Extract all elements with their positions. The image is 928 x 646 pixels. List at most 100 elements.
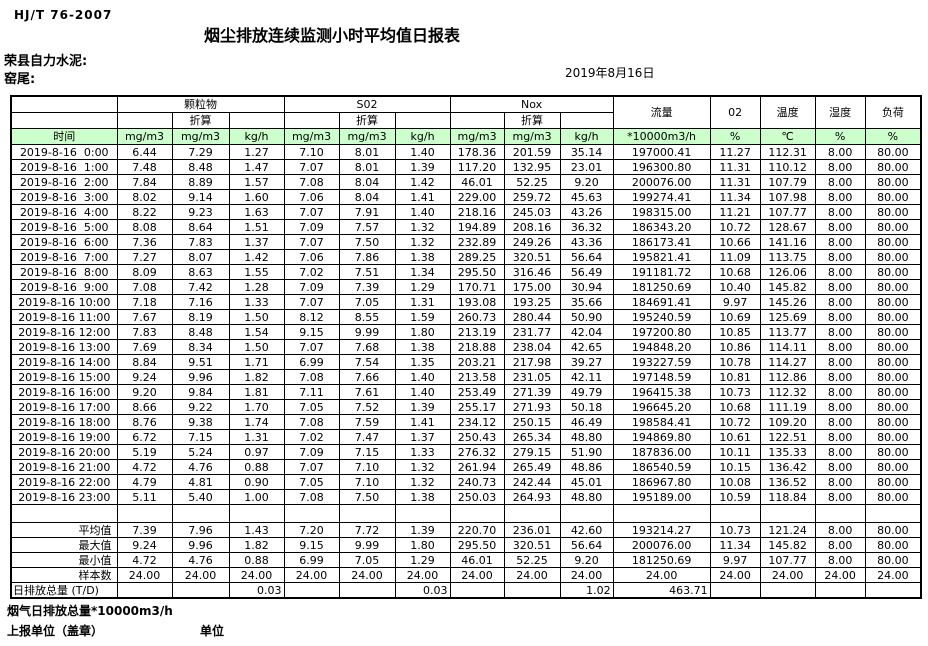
cell-value: 10.73	[709, 522, 761, 538]
cell-value: 24.00	[449, 567, 505, 583]
cell-value: 1.41	[394, 414, 451, 430]
summary-label: 最大值	[10, 537, 118, 553]
cell-value: 7.07	[283, 459, 340, 475]
cell-value: 295.50	[449, 537, 505, 553]
cell-value: 1.60	[228, 189, 285, 205]
table-row: 2019-8-16 21:00 4.72 4.76 0.88 7.07 7.10 1.32 2…	[10, 459, 922, 475]
cell-value: 1.71	[228, 354, 285, 370]
cell-value: 7.05	[338, 552, 396, 568]
cell-value: 7.47	[338, 429, 396, 445]
cell-value: 51.90	[559, 444, 614, 460]
cell-time: 2019-8-16 7:00	[10, 249, 118, 265]
cell-value: 1.47	[228, 159, 285, 175]
cell-value: 1.82	[228, 537, 285, 553]
flue-gas-total-note: 烟气日排放总量*10000m3/h	[7, 604, 173, 618]
cell-value: 7.54	[338, 354, 396, 370]
cell-value: 42.04	[559, 324, 614, 340]
cell-value: 50.90	[559, 309, 614, 325]
cell-value: 110.12	[759, 159, 816, 175]
cell-value: 4.72	[116, 459, 173, 475]
cell-value: 1.38	[394, 339, 451, 355]
cell-value: 208.16	[503, 219, 561, 235]
cell-value: 9.24	[116, 369, 173, 385]
cell-value: 10.85	[709, 324, 761, 340]
blank-cell	[559, 504, 614, 523]
cell-value: 213.58	[449, 369, 505, 385]
summary-row: 样本数 24.00 24.00 24.00 24.00 24.00 24.00 24.00 24…	[10, 567, 922, 583]
cell-value: 249.26	[503, 234, 561, 250]
cell-value: 8.00	[814, 489, 866, 505]
cell-value: 7.51	[338, 264, 396, 280]
cell-value: 132.95	[503, 159, 561, 175]
cell-value: 1.59	[394, 309, 451, 325]
cell-value: 136.42	[759, 459, 816, 475]
cell-value: 114.11	[759, 339, 816, 355]
cell-value: 7.18	[116, 294, 173, 310]
blank-cell	[814, 504, 866, 523]
cell-value: 199274.41	[612, 189, 711, 205]
cell-time: 2019-8-16 9:00	[10, 279, 118, 295]
cell-time: 2019-8-16 3:00	[10, 189, 118, 205]
blank-cell	[116, 112, 173, 129]
cell-value: 8.00	[814, 324, 866, 340]
unit-temp: ℃	[759, 128, 816, 145]
table-row: 2019-8-16 8:00 8.09 8.63 1.55 7.02 7.51 1.34 29…	[10, 264, 922, 280]
cell-value: 8.00	[814, 249, 866, 265]
cell-value: 8.00	[814, 159, 866, 175]
cell-value: 80.00	[864, 474, 922, 490]
cell-value: 193214.27	[612, 522, 711, 538]
report-table: 颗粒物 S02 Nox 流量 02 温度 湿度 负荷 折算 折算 折算 时间 m…	[10, 95, 923, 599]
cell-value: 8.48	[171, 324, 230, 340]
cell-value: 145.82	[759, 537, 816, 553]
cell-value: 7.10	[283, 144, 340, 160]
blank-cell	[10, 112, 118, 129]
cell-value: 24.00	[283, 567, 340, 583]
cell-value: 261.94	[449, 459, 505, 475]
cell-value: 80.00	[864, 204, 922, 220]
blank-cell	[228, 504, 285, 523]
cell-value: 8.00	[814, 414, 866, 430]
cell-value: 80.00	[864, 522, 922, 538]
cell-value: 113.77	[759, 324, 816, 340]
cell-value: 10.69	[709, 309, 761, 325]
cell-value: 186343.20	[612, 219, 711, 235]
cell-value: 112.31	[759, 144, 816, 160]
unit-kgh: kg/h	[228, 128, 285, 145]
cell-value: 320.51	[503, 537, 561, 553]
cell-value: 196300.80	[612, 159, 711, 175]
table-row: 2019-8-16 13:00 7.69 8.34 1.50 7.07 7.68 1.38 2…	[10, 339, 922, 355]
cell-value: 24.00	[338, 567, 396, 583]
cell-value: 196415.38	[612, 384, 711, 400]
cell-value: 1.40	[394, 144, 451, 160]
cell-value	[171, 582, 230, 599]
cell-value: 276.32	[449, 444, 505, 460]
summary-row: 平均值 7.39 7.96 1.43 7.20 7.72 1.39 220.70 236.01 4…	[10, 522, 922, 538]
cell-value: 7.67	[116, 309, 173, 325]
blank-cell	[864, 504, 922, 523]
cell-value: 1.35	[394, 354, 451, 370]
cell-value: 125.69	[759, 309, 816, 325]
table-row: 2019-8-16 3:00 8.02 9.14 1.60 7.06 8.04 1.41 22…	[10, 189, 922, 205]
cell-value: 9.22	[171, 399, 230, 415]
summary-label: 最小值	[10, 552, 118, 568]
blank-cell	[503, 504, 561, 523]
cell-value: 320.51	[503, 249, 561, 265]
spacer-row	[10, 504, 922, 523]
cell-value: 24.00	[709, 567, 761, 583]
cell-value: 11.31	[709, 159, 761, 175]
table-row: 2019-8-16 22:00 4.79 4.81 0.90 7.05 7.10 1.32 2…	[10, 474, 922, 490]
cell-value: 7.09	[283, 219, 340, 235]
cell-value: 289.25	[449, 249, 505, 265]
col-o2: 02	[709, 95, 761, 129]
unit-pct: %	[864, 128, 922, 145]
cell-value: 42.11	[559, 369, 614, 385]
cell-value: 135.33	[759, 444, 816, 460]
cell-value: 45.63	[559, 189, 614, 205]
unit-kgh: kg/h	[394, 128, 451, 145]
cell-time: 2019-8-16 4:00	[10, 204, 118, 220]
cell-value: 232.89	[449, 234, 505, 250]
cell-value: 24.00	[503, 567, 561, 583]
cell-value: 9.20	[559, 552, 614, 568]
cell-value	[709, 582, 761, 599]
cell-value: 8.08	[116, 219, 173, 235]
